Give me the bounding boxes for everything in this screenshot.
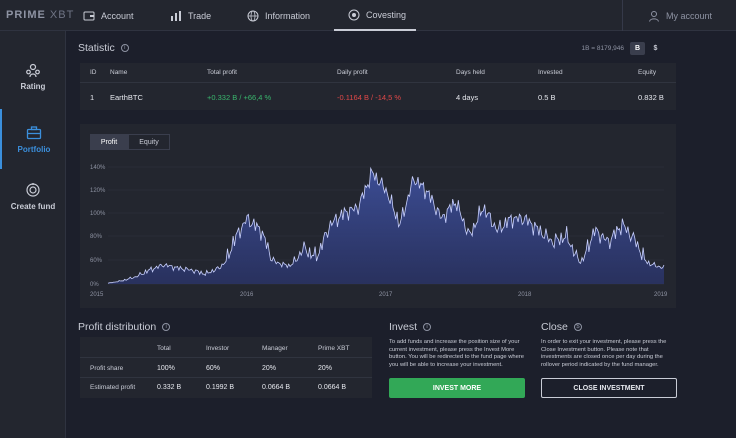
cell-value: 0.1992 B bbox=[206, 384, 235, 391]
cell-value: 20% bbox=[318, 365, 333, 372]
wallet-icon bbox=[83, 11, 95, 20]
cell-equity: 0.832 B bbox=[638, 93, 664, 102]
tab-label: Information bbox=[265, 10, 311, 21]
divider bbox=[80, 377, 372, 378]
tab-information[interactable]: Information bbox=[247, 0, 310, 31]
row-label: Profit share bbox=[90, 365, 124, 372]
y-tick-label: 80% bbox=[90, 234, 103, 240]
account-label: My account bbox=[665, 10, 712, 21]
col-header: Prime XBT bbox=[318, 345, 350, 352]
y-tick-label: 100% bbox=[90, 211, 106, 217]
profit-distribution-title: Profit distribution i bbox=[78, 321, 171, 333]
info-icon[interactable]: i bbox=[120, 44, 129, 52]
tab-label: Account bbox=[101, 10, 134, 21]
globe-icon bbox=[247, 10, 259, 21]
col-header: Name bbox=[110, 69, 128, 76]
cell-value: 0.332 B bbox=[157, 384, 182, 391]
invest-title: Invest i bbox=[389, 321, 432, 333]
cell-name: EarthBTC bbox=[110, 93, 143, 102]
balance-readout: 1B = 8179,946 bbox=[581, 45, 624, 52]
cell-id: 1 bbox=[90, 93, 95, 102]
col-header: Days held bbox=[456, 69, 485, 76]
top-bar: PRIME XBT Account Trade Information Cove… bbox=[0, 0, 736, 31]
profit-distribution-table: Total Investor Manager Prime XBT Profit … bbox=[80, 337, 372, 398]
cell-total-profit: +0.332 B / +66,4 % bbox=[207, 93, 272, 102]
cell-invested: 0.5 B bbox=[538, 93, 556, 102]
cell-days-held: 4 days bbox=[456, 93, 479, 102]
x-tick-label: 2019 bbox=[654, 292, 668, 298]
close-investment-button[interactable]: CLOSE INVESTMENT bbox=[541, 378, 677, 398]
col-header: Daily profit bbox=[337, 69, 368, 76]
chart-tabs: Profit Equity bbox=[90, 134, 170, 150]
invest-more-button[interactable]: INVEST MORE bbox=[389, 378, 525, 398]
nav-divider bbox=[622, 0, 623, 31]
statistic-title: Statistic i bbox=[78, 42, 129, 54]
col-header: Invested bbox=[538, 69, 563, 76]
cell-daily-profit: -0.1164 B / -14,5 % bbox=[337, 93, 402, 102]
sidebar-item-portfolio[interactable]: Portfolio bbox=[0, 109, 66, 169]
y-tick-label: 120% bbox=[90, 188, 106, 194]
users-icon bbox=[26, 63, 40, 77]
chart-area bbox=[108, 168, 664, 284]
divider bbox=[80, 357, 372, 358]
currency-usd-button[interactable]: $ bbox=[653, 45, 658, 52]
my-account-button[interactable]: My account bbox=[648, 0, 712, 31]
briefcase-icon bbox=[26, 125, 42, 139]
tab-trade[interactable]: Trade bbox=[170, 0, 211, 31]
invest-description: To add funds and increase the position s… bbox=[389, 339, 525, 368]
tab-profit[interactable]: Profit bbox=[90, 134, 128, 150]
covesting-icon bbox=[348, 9, 360, 20]
tab-equity[interactable]: Equity bbox=[128, 134, 170, 150]
cell-value: 100% bbox=[157, 365, 175, 372]
sidebar-item-label: Create fund bbox=[10, 201, 56, 211]
sidebar-item-rating[interactable]: Rating bbox=[0, 46, 66, 106]
sidebar-item-create-fund[interactable]: Create fund bbox=[0, 166, 66, 226]
x-tick-label: 2017 bbox=[379, 292, 393, 298]
x-tick-label: 2018 bbox=[518, 292, 532, 298]
sidebar: Rating Portfolio Create fund bbox=[0, 31, 66, 438]
tab-account[interactable]: Account bbox=[83, 0, 134, 31]
y-tick-label: 0% bbox=[90, 282, 99, 288]
chart-panel: Profit Equity 140% 120% 100% 80% 60% 0% 2015 2… bbox=[80, 124, 676, 308]
cell-value: 20% bbox=[262, 365, 277, 372]
y-tick-label: 60% bbox=[90, 258, 103, 264]
col-header: ID bbox=[90, 69, 97, 76]
tab-covesting[interactable]: Covesting bbox=[334, 0, 416, 31]
info-icon[interactable]: i bbox=[423, 323, 432, 331]
statistic-table: ID Name Total profit Daily profit Days h… bbox=[80, 63, 676, 110]
close-description: In order to exit your investment, please… bbox=[541, 339, 667, 368]
chart-line bbox=[107, 166, 665, 284]
tab-label: Covesting bbox=[366, 9, 407, 20]
x-tick-label: 2015 bbox=[90, 292, 104, 298]
cell-value: 60% bbox=[206, 365, 221, 372]
col-header: Investor bbox=[206, 345, 230, 352]
currency-btc-button[interactable]: B bbox=[630, 42, 645, 55]
close-title: Close $ bbox=[541, 321, 582, 333]
col-header: Equity bbox=[638, 69, 657, 76]
x-tick-label: 2016 bbox=[240, 292, 254, 298]
profit-chart: 140% 120% 100% 80% 60% 0% 2015 2016 2017 2018 201… bbox=[90, 165, 668, 298]
bar-chart-icon bbox=[171, 10, 181, 21]
col-header: Manager bbox=[262, 345, 288, 352]
divider bbox=[80, 82, 676, 83]
row-label: Estimated profit bbox=[90, 384, 136, 391]
user-icon bbox=[648, 10, 659, 22]
tab-label: Trade bbox=[188, 10, 212, 21]
col-header: Total bbox=[157, 345, 171, 352]
coins-icon bbox=[26, 182, 40, 197]
sidebar-item-label: Portfolio bbox=[17, 144, 51, 154]
y-tick-label: 140% bbox=[90, 165, 106, 171]
col-header: Total profit bbox=[207, 69, 237, 76]
logo[interactable]: PRIME XBT bbox=[6, 9, 75, 21]
sidebar-item-label: Rating bbox=[20, 81, 46, 91]
info-icon[interactable]: $ bbox=[573, 323, 582, 331]
info-icon[interactable]: i bbox=[162, 323, 171, 331]
cell-value: 0.0664 B bbox=[262, 384, 291, 391]
cell-value: 0.0664 B bbox=[318, 384, 347, 391]
